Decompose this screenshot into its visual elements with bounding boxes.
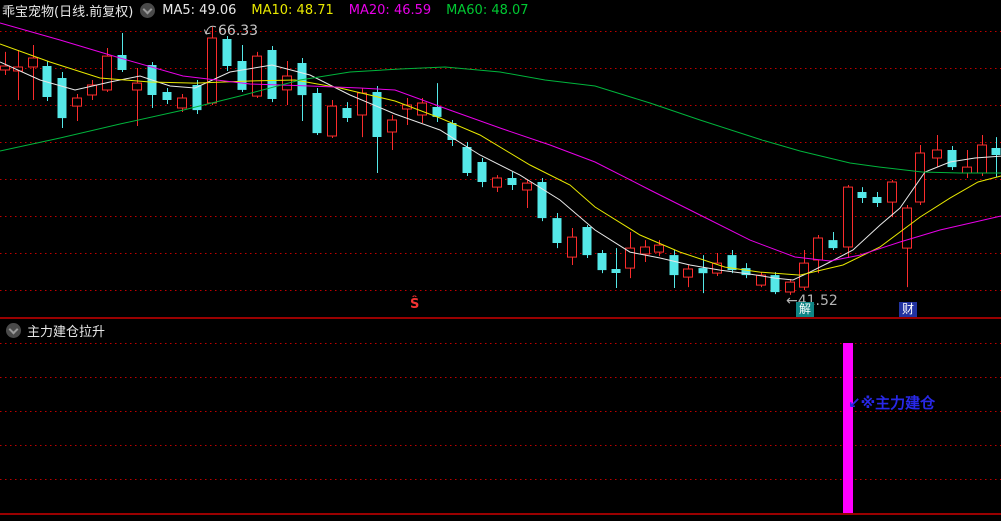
bottom-border-line [0,513,1001,515]
indicator-panel-header: 主力建仓拉升 [6,322,106,340]
chevron-down-icon[interactable] [140,2,156,18]
indicator-panel-chart[interactable] [0,320,1001,513]
panel-separator-line [0,317,1001,319]
high-price-label: 66.33 [203,23,258,39]
ma10-legend: MA10: 48.71 [251,2,334,18]
chart-header: 乖宝宠物(日线.前复权) MA5: 49.06 MA10: 48.71 MA20… [2,2,544,20]
info-badge-cai[interactable]: 财 [899,302,917,317]
chevron-down-icon[interactable] [6,322,21,338]
arrow-hook-icon [204,25,217,35]
stock-title: 乖宝宠物(日线.前复权) [2,4,134,20]
ma20-legend: MA20: 46.59 [348,2,432,18]
ma5-legend: MA5: 49.06 [162,2,237,18]
info-badge-jie[interactable]: 解 [796,302,814,317]
main-force-signal-label: ↙※主力建仓 [848,394,936,412]
s-signal-mark: Ŝ [410,297,420,312]
indicator-title: 主力建仓拉升 [27,324,106,340]
ma60-legend: MA60: 48.07 [446,2,529,18]
candlestick-chart[interactable] [0,0,1001,317]
